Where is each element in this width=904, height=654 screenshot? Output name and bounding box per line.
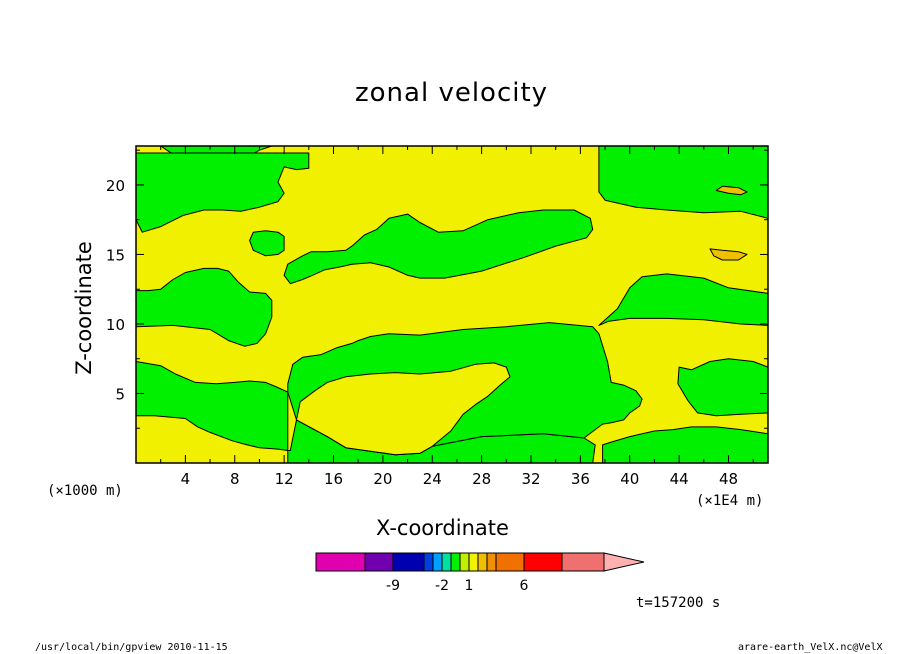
contour-region-high-14: [715, 185, 748, 196]
x-unit-right: (×1E4 m): [696, 493, 764, 509]
x-tick-label: 32: [521, 470, 540, 488]
colorbar-segment: [364, 552, 394, 572]
colorbar-segment: [423, 552, 434, 572]
colorbar-tick-label: 1: [465, 578, 474, 594]
x-tick-label: 28: [472, 470, 491, 488]
colorbar-segment: [561, 552, 605, 572]
x-tick-label: 44: [670, 470, 689, 488]
colorbar-segment: [523, 552, 563, 572]
footer-right: arare-earth_VelX.nc@VelX: [738, 642, 883, 653]
footer-left: /usr/local/bin/gpview 2010-11-15: [35, 642, 228, 653]
colorbar-segment: [392, 552, 425, 572]
y-axis-label: Z-coordinate: [72, 241, 96, 375]
x-tick-label: 8: [230, 470, 240, 488]
colorbar-segment: [459, 552, 470, 572]
contour-region-low-10: [598, 273, 768, 326]
x-tick-label: 40: [620, 470, 639, 488]
contour-region-low-1: [136, 152, 310, 233]
y-tick-label: 10: [106, 316, 125, 334]
y-tick-label: 15: [106, 246, 125, 264]
x-tick-label: 36: [571, 470, 590, 488]
colorbar-segment: [477, 552, 488, 572]
colorbar-segment: [468, 552, 479, 572]
chart-title: zonal velocity: [355, 78, 549, 108]
x-unit-left: (×1000 m): [47, 483, 123, 499]
x-tick-label: 12: [275, 470, 294, 488]
colorbar-tick-label: -2: [435, 578, 449, 594]
contour-region-low-12: [602, 426, 768, 463]
contour-region-low-7: [283, 209, 594, 285]
plot-frame: [135, 145, 769, 464]
contour-regions: [136, 146, 768, 463]
x-tick-label: 20: [373, 470, 392, 488]
colorbar-segment: [432, 552, 443, 572]
x-tick-label: 4: [181, 470, 191, 488]
colorbar-end-arrow: [603, 552, 645, 572]
colorbar-segment: [486, 552, 497, 572]
colorbar-segment: [495, 552, 525, 572]
time-annotation: t=157200 s: [636, 595, 721, 611]
contour-region-low-8: [249, 230, 285, 257]
contour-region-low-11: [677, 358, 768, 417]
contour-region-mid-6: [296, 362, 511, 456]
contour-region-high-13: [709, 248, 748, 261]
y-tick-label: 5: [115, 385, 125, 403]
contour-region-low-9: [598, 146, 768, 219]
y-tick-label: 20: [106, 177, 125, 195]
colorbar-tick-label: -9: [386, 578, 400, 594]
x-tick-label: 16: [324, 470, 343, 488]
colorbar-segment: [315, 552, 366, 572]
colorbar-segment: [450, 552, 461, 572]
x-axis-label: X-coordinate: [376, 516, 509, 540]
x-tick-label: 48: [719, 470, 738, 488]
colorbar-tick-label: 6: [520, 578, 529, 594]
colorbar-segment: [441, 552, 452, 572]
contour-region-low-2: [136, 267, 273, 347]
x-tick-label: 24: [423, 470, 442, 488]
